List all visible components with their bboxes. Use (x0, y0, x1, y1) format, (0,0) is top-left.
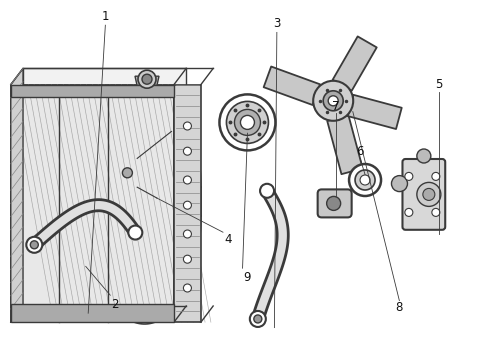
Circle shape (313, 81, 353, 121)
Circle shape (323, 91, 343, 111)
Circle shape (405, 172, 413, 180)
Text: 9: 9 (244, 271, 251, 284)
Polygon shape (327, 115, 363, 174)
Circle shape (432, 208, 440, 216)
Polygon shape (264, 67, 320, 105)
Text: 1: 1 (101, 10, 109, 23)
Polygon shape (11, 85, 174, 97)
Polygon shape (11, 85, 174, 322)
Polygon shape (11, 304, 174, 322)
Text: 8: 8 (395, 301, 403, 314)
Circle shape (122, 168, 132, 178)
Circle shape (30, 241, 38, 249)
Circle shape (183, 255, 192, 263)
Circle shape (183, 230, 192, 238)
Text: 4: 4 (224, 233, 232, 246)
Circle shape (328, 96, 338, 106)
Polygon shape (23, 68, 186, 306)
Polygon shape (174, 85, 201, 322)
Circle shape (183, 284, 192, 292)
Text: 7: 7 (332, 100, 340, 113)
Circle shape (220, 94, 275, 150)
Circle shape (432, 172, 440, 180)
Circle shape (183, 201, 192, 209)
Text: 2: 2 (111, 298, 119, 311)
Circle shape (241, 116, 254, 129)
Circle shape (250, 311, 266, 327)
Circle shape (234, 109, 261, 135)
Circle shape (26, 237, 42, 253)
Polygon shape (333, 36, 377, 91)
Circle shape (138, 70, 156, 88)
Circle shape (417, 183, 441, 206)
Circle shape (183, 122, 192, 130)
Circle shape (417, 149, 431, 163)
Circle shape (349, 164, 381, 196)
Circle shape (392, 176, 408, 192)
Circle shape (128, 226, 142, 239)
Polygon shape (348, 95, 402, 129)
Polygon shape (11, 68, 23, 322)
FancyBboxPatch shape (402, 159, 445, 230)
Text: 3: 3 (273, 17, 281, 30)
Circle shape (183, 147, 192, 155)
Circle shape (360, 175, 370, 185)
FancyBboxPatch shape (318, 189, 352, 217)
Circle shape (327, 197, 341, 210)
Circle shape (183, 176, 192, 184)
Circle shape (260, 184, 274, 198)
Text: 6: 6 (356, 145, 364, 158)
Circle shape (142, 74, 152, 84)
Circle shape (423, 188, 435, 201)
Circle shape (355, 170, 375, 190)
Text: 5: 5 (435, 78, 442, 91)
Circle shape (405, 208, 413, 216)
Circle shape (254, 315, 262, 323)
Circle shape (226, 102, 269, 143)
Polygon shape (135, 76, 159, 85)
